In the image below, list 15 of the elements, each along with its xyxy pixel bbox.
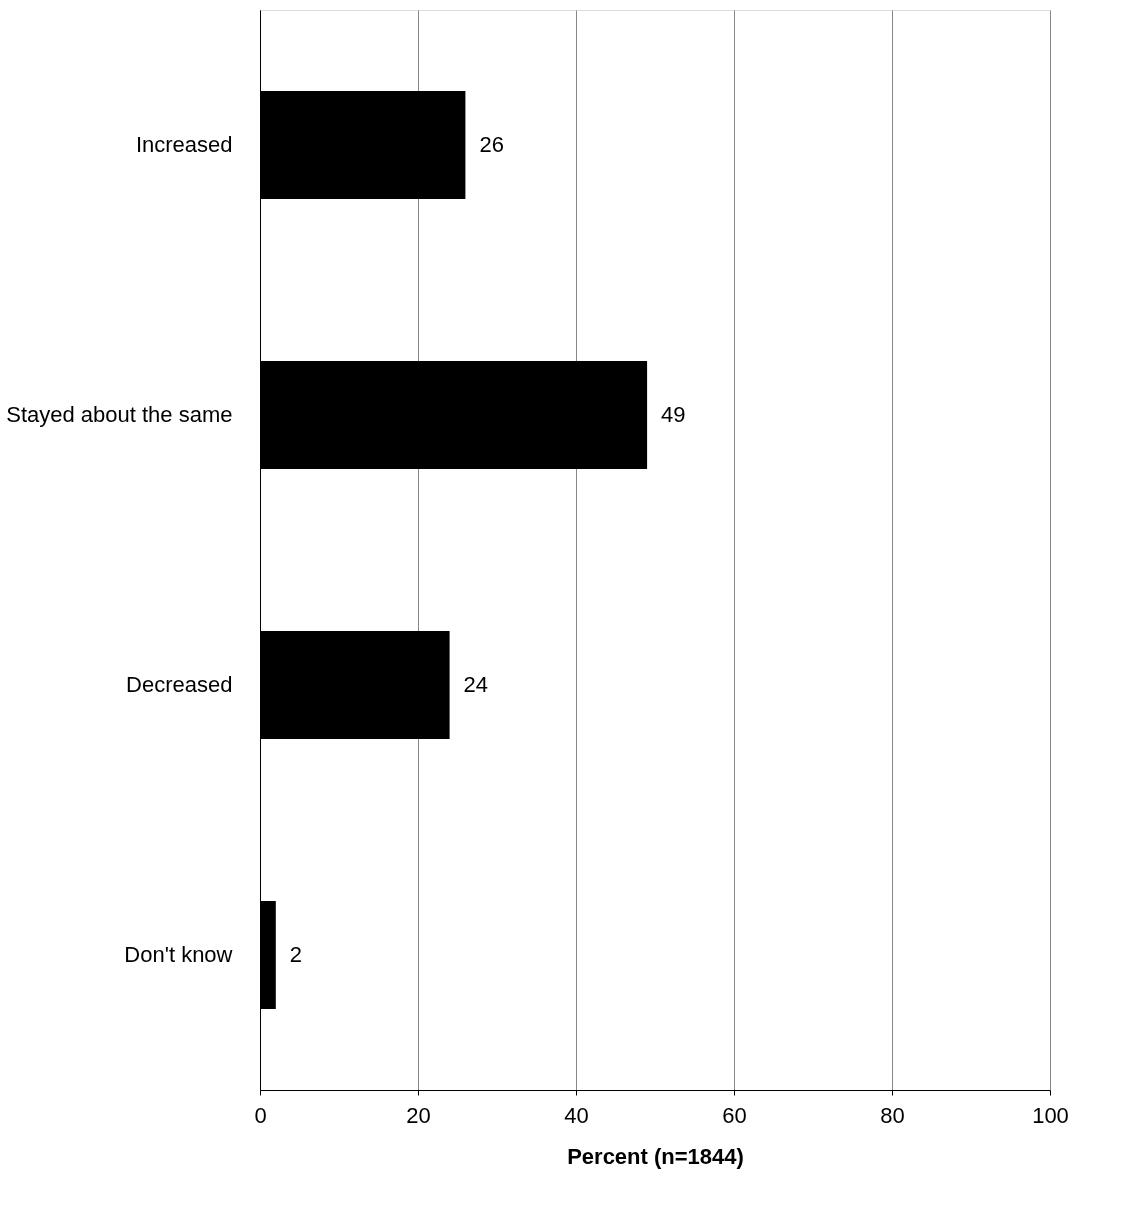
- x-tick-label: 40: [564, 1102, 589, 1128]
- data-label: 26: [479, 132, 504, 157]
- y-tick-label: Don't know: [124, 942, 233, 967]
- data-label: 2: [289, 942, 303, 967]
- x-axis-title: Percent (n=1844): [567, 1143, 744, 1169]
- x-tick-label: 0: [254, 1102, 267, 1128]
- data-label: 24: [463, 672, 489, 697]
- y-tick-label: Stayed about the same: [6, 402, 233, 427]
- x-tick-label: 60: [722, 1102, 747, 1128]
- x-tick-label: 100: [1032, 1102, 1069, 1128]
- x-tick-label: 80: [880, 1102, 905, 1128]
- x-tick-label: 20: [406, 1102, 431, 1128]
- data-label: 49: [661, 402, 686, 427]
- y-tick-label: Decreased: [126, 672, 233, 697]
- y-tick-label: Increased: [135, 132, 233, 157]
